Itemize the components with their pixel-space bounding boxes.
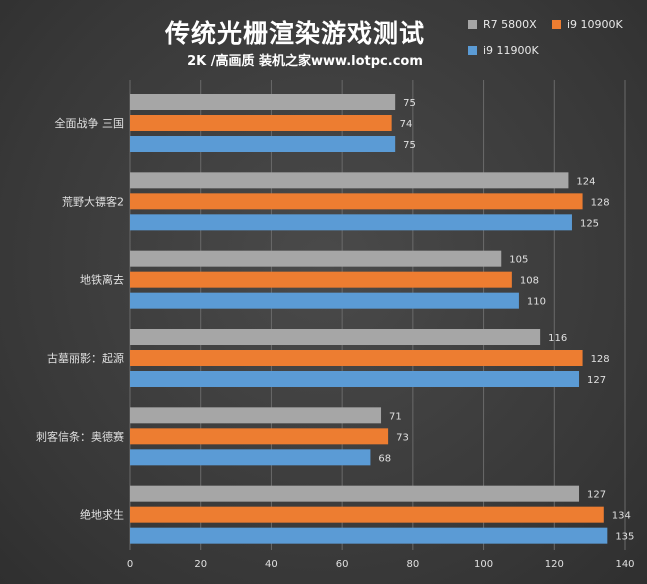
x-tick-label-20: 20 (194, 559, 207, 570)
x-tick-label-80: 80 (406, 559, 419, 570)
bar-3-1 (130, 350, 583, 366)
bar-2-1 (130, 271, 512, 288)
bar-2-2 (130, 292, 519, 309)
legend-label-i9-11900k: i9 11900K (483, 44, 539, 57)
legend-swatch-r7 (468, 20, 477, 29)
legend-item-i9-11900k: i9 11900K (468, 44, 539, 57)
data-label-0-0: 75 (403, 98, 416, 109)
data-label-0-1: 74 (400, 119, 413, 130)
data-label-1-0: 124 (576, 176, 595, 187)
bar-0-1 (130, 115, 392, 131)
bar-1-1 (130, 193, 583, 210)
legend-item-r7-5800x: R7 5800X (468, 18, 537, 31)
data-label-5-1: 134 (612, 511, 631, 522)
bar-1-2 (130, 214, 572, 231)
legend-swatch-i9-10900k (552, 20, 561, 29)
x-tick-label-140: 140 (615, 559, 634, 570)
x-tick-label-100: 100 (474, 559, 493, 570)
data-label-1-2: 125 (580, 218, 599, 229)
category-label-3: 古墓丽影：起源 (47, 351, 124, 365)
category-label-1: 荒野大镖客2 (62, 194, 124, 208)
data-label-1-1: 128 (591, 197, 610, 208)
legend-swatch-i9-11900k (468, 46, 477, 55)
data-label-3-2: 127 (587, 375, 606, 386)
bar-5-2 (130, 527, 608, 544)
chart-title: 传统光栅渲染游戏测试 (164, 19, 425, 48)
data-label-2-1: 108 (520, 276, 539, 287)
data-label-2-0: 105 (509, 255, 528, 266)
legend-item-i9-10900k: i9 10900K (552, 18, 623, 31)
bar-4-2 (130, 449, 371, 466)
category-label-2: 地铁离去 (80, 273, 124, 287)
category-label-0: 全面战争 三国 (55, 116, 125, 130)
category-label-5: 绝地求生 (80, 508, 124, 522)
legend-label-r7: R7 5800X (483, 18, 537, 31)
data-label-5-2: 135 (615, 532, 634, 543)
bar-4-1 (130, 428, 389, 445)
bar-3-0 (130, 329, 541, 345)
data-label-3-0: 116 (548, 333, 567, 344)
bar-5-1 (130, 506, 604, 523)
legend-label-i9-10900k: i9 10900K (567, 18, 623, 31)
bar-2-0 (130, 250, 502, 267)
category-label-4: 刺客信条：奥德赛 (36, 429, 124, 443)
chart-subtitle: 2K /高画质 装机之家www.lotpc.com (187, 54, 423, 69)
bar-0-2 (130, 136, 396, 152)
data-label-4-0: 71 (389, 411, 402, 422)
bar-0-0 (130, 94, 396, 110)
bar-1-0 (130, 172, 569, 189)
x-tick-label-0: 0 (127, 559, 133, 570)
data-label-3-1: 128 (591, 354, 610, 365)
bar-5-0 (130, 485, 580, 502)
data-label-2-2: 110 (527, 297, 546, 308)
data-label-5-0: 127 (587, 490, 606, 501)
bar-4-0 (130, 407, 382, 424)
data-label-0-2: 75 (403, 140, 416, 151)
x-tick-label-60: 60 (336, 559, 349, 570)
data-label-4-2: 68 (378, 453, 391, 464)
x-tick-label-120: 120 (545, 559, 564, 570)
x-tick-label-40: 40 (265, 559, 278, 570)
bar-3-2 (130, 371, 580, 387)
data-label-4-1: 73 (396, 432, 409, 443)
